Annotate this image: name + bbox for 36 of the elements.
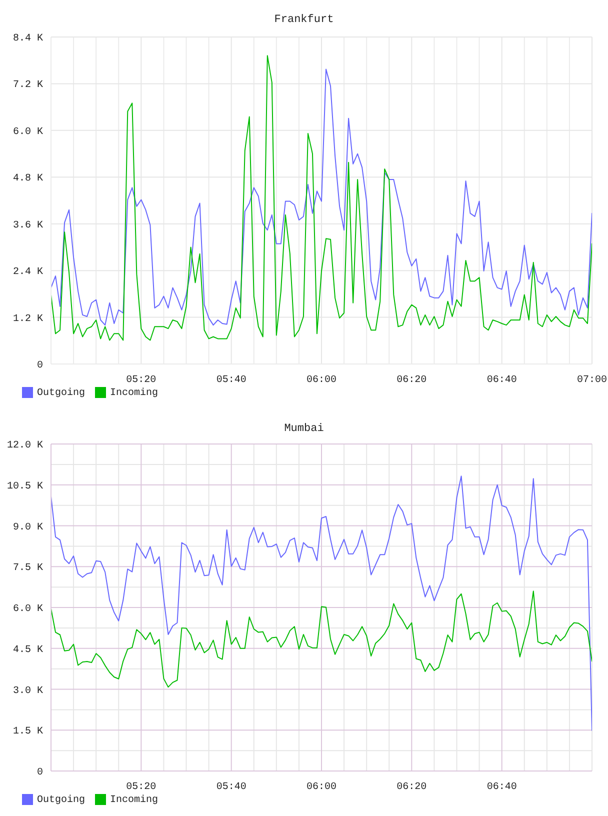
y-tick-label: 6.0 K <box>12 126 43 138</box>
y-tick-label: 4.5 K <box>12 644 43 656</box>
x-tick-label: 05:40 <box>216 375 246 386</box>
y-tick-label: 2.4 K <box>12 267 43 278</box>
x-tick-label: 07:00 <box>576 375 608 386</box>
x-tick-label: 06:20 <box>396 375 427 386</box>
x-tick-label: 06:40 <box>486 375 517 386</box>
y-tick-label: 4.8 K <box>12 174 43 185</box>
line-series <box>51 476 592 731</box>
x-tick-label: 05:20 <box>126 375 156 386</box>
y-tick-label: 6.0 K <box>12 604 43 615</box>
legend-label: Outgoing <box>37 795 86 806</box>
x-tick-label: 06:40 <box>486 782 517 794</box>
y-tick-label: 0 <box>36 360 43 372</box>
y-tick-label: 8.4 K <box>12 34 43 44</box>
y-tick-label: 12.0 K <box>6 440 43 452</box>
y-tick-label: 1.2 K <box>12 314 43 325</box>
legend-label: Incoming <box>110 795 158 806</box>
y-tick-label: 1.5 K <box>12 726 43 738</box>
x-tick-label: 05:40 <box>216 782 246 794</box>
legend-label: Outgoing <box>37 388 86 399</box>
x-tick-label: 05:20 <box>126 782 156 794</box>
y-tick-label: 3.6 K <box>12 220 43 232</box>
chart-title: Mumbai <box>283 422 325 436</box>
y-tick-label: 10.5 K <box>6 481 43 492</box>
y-tick-label: 0 <box>36 768 43 778</box>
chart-title: Frankfurt <box>273 13 335 27</box>
y-tick-label: 3.0 K <box>12 686 43 697</box>
legend-label: Incoming <box>110 388 158 399</box>
y-tick-label: 9.0 K <box>12 522 43 534</box>
x-tick-label: 06:20 <box>396 782 427 794</box>
x-tick-label: 06:00 <box>306 375 337 386</box>
y-tick-label: 7.2 K <box>12 80 43 92</box>
x-tick-label: 06:00 <box>306 782 337 794</box>
y-tick-label: 7.5 K <box>12 563 43 574</box>
line-series <box>51 590 592 688</box>
